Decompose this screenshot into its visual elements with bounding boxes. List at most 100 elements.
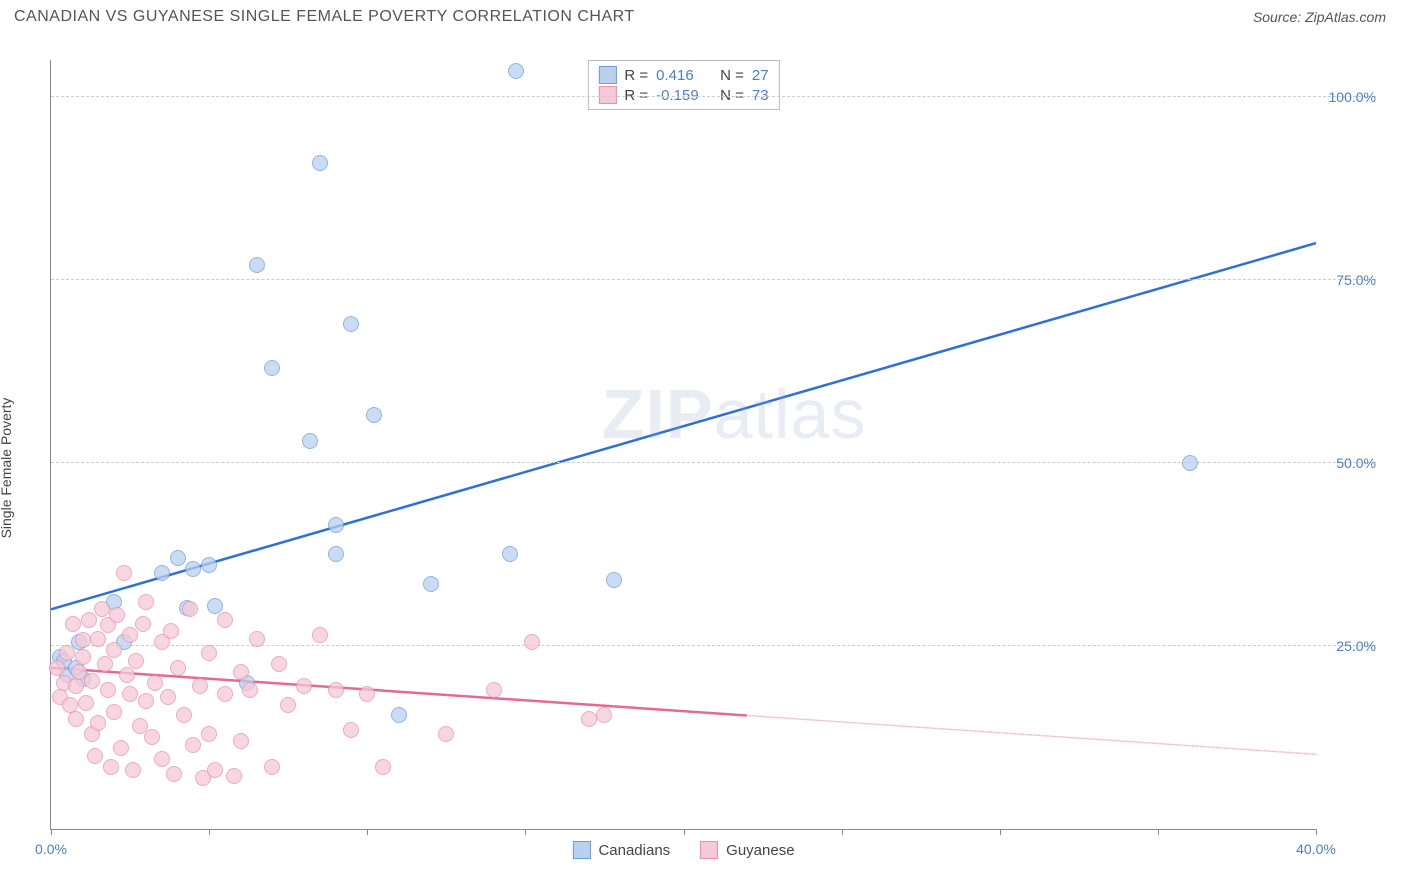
n-value: 27 [752,67,769,84]
data-point [302,433,318,449]
data-point [81,612,97,628]
x-tick [367,829,368,835]
gridline-h [51,645,1376,646]
data-point [249,257,265,273]
data-point [113,740,129,756]
data-point [138,693,154,709]
data-point [49,660,65,676]
data-point [176,707,192,723]
data-point [264,360,280,376]
data-point [280,697,296,713]
data-point [68,711,84,727]
legend-swatch [572,841,590,859]
r-label: R = [624,67,648,84]
data-point [78,695,94,711]
series-legend-item: Canadians [572,841,670,859]
data-point [103,759,119,775]
data-point [106,704,122,720]
y-tick-label: 50.0% [1336,455,1376,471]
n-label: N = [720,67,744,84]
x-tick [1000,829,1001,835]
data-point [138,594,154,610]
data-point [312,627,328,643]
gridline-h [51,96,1376,97]
data-point [122,686,138,702]
chart-source: Source: ZipAtlas.com [1253,9,1386,25]
series-legend: Canadians Guyanese [572,841,794,859]
data-point [125,762,141,778]
chart-header: CANADIAN VS GUYANESE SINGLE FEMALE POVER… [0,0,1406,30]
data-point [144,729,160,745]
data-point [391,707,407,723]
data-point [201,726,217,742]
data-point [366,407,382,423]
data-point [1182,455,1198,471]
data-point [359,686,375,702]
data-point [328,517,344,533]
plot-area: ZIPatlas R =0.416N =27R =-0.159N =73 Can… [50,60,1316,830]
data-point [75,632,91,648]
data-point [65,616,81,632]
data-point [163,623,179,639]
data-point [524,634,540,650]
x-tick [525,829,526,835]
gridline-h [51,462,1376,463]
data-point [508,63,524,79]
data-point [192,678,208,694]
legend-swatch [598,66,616,84]
x-tick [684,829,685,835]
data-point [100,682,116,698]
gridline-h [51,279,1376,280]
y-tick-label: 25.0% [1336,638,1376,654]
data-point [106,642,122,658]
data-point [207,762,223,778]
data-point [201,645,217,661]
data-point [217,612,233,628]
data-point [170,550,186,566]
series-legend-label: Canadians [598,842,670,859]
x-tick [209,829,210,835]
y-tick-label: 75.0% [1336,272,1376,288]
data-point [438,726,454,742]
data-point [606,572,622,588]
x-tick [842,829,843,835]
data-point [343,316,359,332]
data-point [119,667,135,683]
data-point [90,715,106,731]
data-point [154,565,170,581]
series-legend-item: Guyanese [700,841,794,859]
x-tick [51,829,52,835]
data-point [343,722,359,738]
x-tick [1158,829,1159,835]
y-tick-label: 100.0% [1329,89,1376,105]
trend-lines-svg [51,60,1316,829]
data-point [207,598,223,614]
data-point [233,664,249,680]
data-point [68,678,84,694]
data-point [596,707,612,723]
data-point [182,601,198,617]
x-tick-label: 40.0% [1296,841,1336,857]
data-point [128,653,144,669]
data-point [242,682,258,698]
data-point [201,557,217,573]
data-point [122,627,138,643]
data-point [249,631,265,647]
data-point [581,711,597,727]
data-point [154,751,170,767]
correlation-legend: R =0.416N =27R =-0.159N =73 [587,60,779,110]
data-point [328,682,344,698]
data-point [84,673,100,689]
data-point [271,656,287,672]
data-point [170,660,186,676]
chart-title: CANADIAN VS GUYANESE SINGLE FEMALE POVER… [14,8,635,26]
data-point [97,656,113,672]
data-point [328,546,344,562]
data-point [296,678,312,694]
data-point [94,601,110,617]
legend-swatch [700,841,718,859]
data-point [90,631,106,647]
data-point [312,155,328,171]
y-axis-label: Single Female Poverty [0,398,14,539]
x-tick [1316,829,1317,835]
